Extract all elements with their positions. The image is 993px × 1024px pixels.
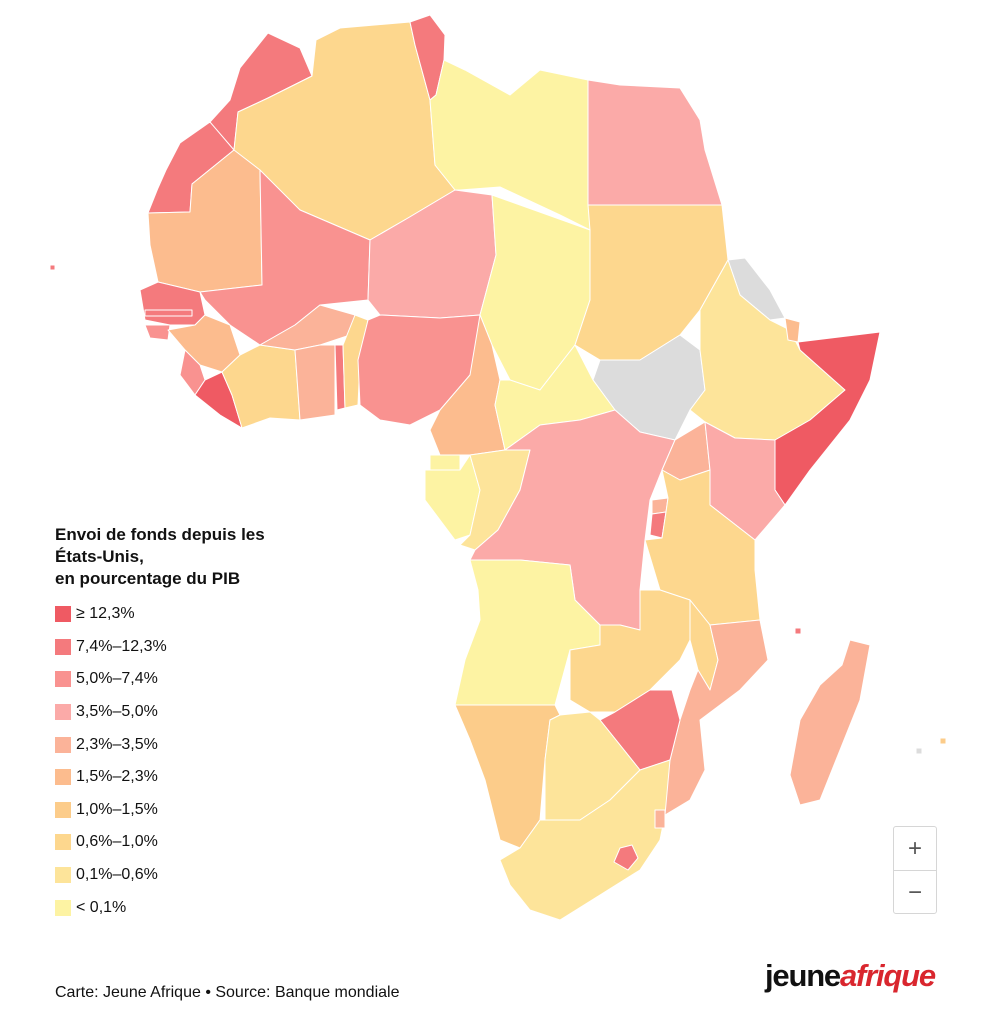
legend-item: ≥ 12,3% <box>55 598 265 631</box>
source-credit: Carte: Jeune Afrique • Source: Banque mo… <box>55 984 400 1001</box>
legend-item: < 0,1% <box>55 891 265 924</box>
zoom-out-button[interactable]: − <box>894 870 936 914</box>
legend-swatch <box>55 671 71 688</box>
legend-item: 0,6%–1,0% <box>55 826 265 859</box>
legend-title-line2: États-Unis, <box>55 547 144 566</box>
legend-item: 5,0%–7,4% <box>55 663 265 696</box>
legend-label: ≥ 12,3% <box>76 605 135 623</box>
legend-item: 2,3%–3,5% <box>55 728 265 761</box>
country-guinea-bissau[interactable] <box>144 324 171 341</box>
legend-label: 2,3%–3,5% <box>76 735 158 753</box>
country-ghana[interactable] <box>294 344 336 421</box>
country-egypt[interactable] <box>587 79 723 206</box>
country-lesotho[interactable] <box>613 844 639 871</box>
country-zambia[interactable] <box>569 589 691 713</box>
legend-swatch <box>55 801 71 818</box>
jeune-afrique-logo[interactable]: jeuneafrique <box>765 958 936 994</box>
country-angola[interactable] <box>454 559 601 706</box>
legend-swatch <box>55 899 71 916</box>
legend-swatch <box>55 704 71 721</box>
map-legend: Envoi de fonds depuis les États-Unis, en… <box>55 524 265 924</box>
country-cape-verde[interactable] <box>49 264 56 271</box>
legend-item: 3,5%–5,0% <box>55 696 265 729</box>
legend-title-line3: en pourcentage du PIB <box>55 569 241 588</box>
logo-part-jeune: jeune <box>765 958 841 993</box>
legend-title: Envoi de fonds depuis les États-Unis, en… <box>55 524 265 590</box>
legend-item: 7,4%–12,3% <box>55 631 265 664</box>
legend-swatch <box>55 638 71 655</box>
legend-label: 1,5%–2,3% <box>76 768 158 786</box>
zoom-control: + − <box>893 826 937 914</box>
country-equatorial-guinea[interactable] <box>429 454 461 471</box>
legend-item: 0,1%–0,6% <box>55 859 265 892</box>
legend-label: < 0,1% <box>76 898 127 916</box>
legend-swatch <box>55 867 71 884</box>
legend-item: 1,0%–1,5% <box>55 794 265 827</box>
legend-label: 0,1%–0,6% <box>76 866 158 884</box>
legend-swatch <box>55 769 71 786</box>
country-comoros[interactable] <box>794 627 802 635</box>
country-gambia[interactable] <box>144 309 193 317</box>
legend-label: 7,4%–12,3% <box>76 637 167 655</box>
legend-item: 1,5%–2,3% <box>55 761 265 794</box>
legend-swatch <box>55 606 71 623</box>
legend-label: 3,5%–5,0% <box>76 703 158 721</box>
legend-label: 5,0%–7,4% <box>76 670 158 688</box>
country-mauritius[interactable] <box>939 737 947 745</box>
country-namibia[interactable] <box>454 704 561 849</box>
country-reunion[interactable] <box>915 747 923 755</box>
legend-title-line1: Envoi de fonds depuis les <box>55 525 265 544</box>
country-madagascar[interactable] <box>789 639 871 806</box>
legend-swatch <box>55 736 71 753</box>
legend-swatch <box>55 834 71 851</box>
zoom-in-button[interactable]: + <box>907 834 922 862</box>
legend-label: 1,0%–1,5% <box>76 800 158 818</box>
country-eswatini[interactable] <box>654 809 666 829</box>
logo-part-afrique: afrique <box>839 958 936 993</box>
legend-label: 0,6%–1,0% <box>76 833 158 851</box>
